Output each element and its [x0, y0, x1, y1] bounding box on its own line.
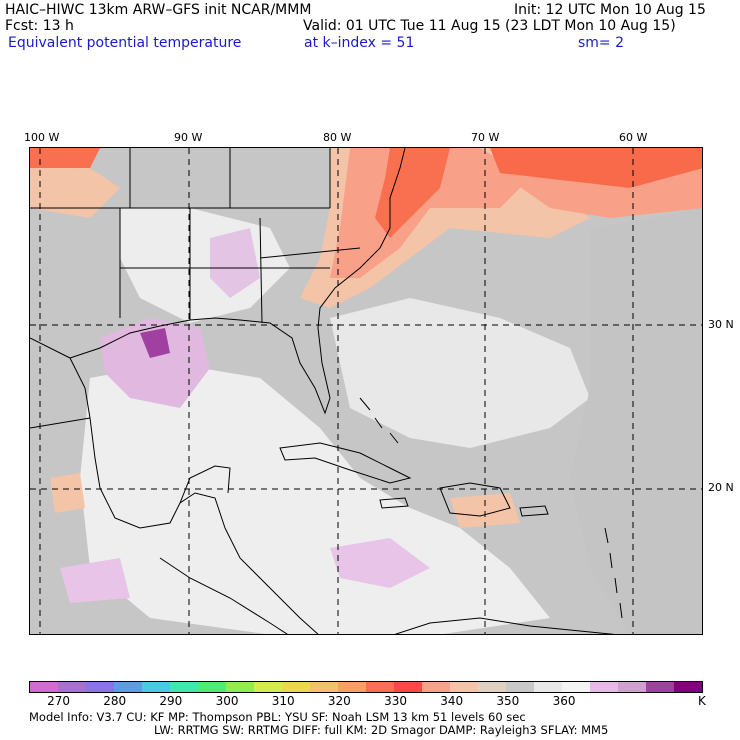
theta-e-330-nw — [30, 148, 100, 168]
theta-e-low-gulf — [100, 318, 210, 408]
theta-e-360-atlantic — [330, 298, 590, 448]
colorbar-tick-label: 350 — [496, 694, 520, 708]
theta-e-335-band — [330, 148, 530, 278]
colorbar-swatch — [562, 682, 590, 692]
latlon-grid — [30, 148, 702, 634]
colorbar-tick-label: 360 — [552, 694, 576, 708]
theta-e-warm-mexico — [50, 473, 85, 513]
colorbar-swatch — [674, 682, 702, 692]
theta-e-low-caribbean — [330, 538, 430, 588]
theta-e-360-north — [120, 208, 290, 323]
colorbar-swatch — [310, 682, 338, 692]
theta-e-350-east — [570, 208, 702, 634]
colorbar-tick-label: 310 — [271, 694, 295, 708]
colorbar-tick-label: 270 — [47, 694, 70, 708]
map-canvas — [30, 148, 702, 634]
colorbar-swatch — [114, 682, 142, 692]
colorbar-swatch — [338, 682, 366, 692]
colorbar-swatch — [534, 682, 562, 692]
colorbar — [29, 681, 703, 693]
colorbar-swatch — [646, 682, 674, 692]
colorbar-swatch — [422, 682, 450, 692]
init-time: Init: 12 UTC Mon 10 Aug 15 — [514, 2, 706, 18]
theta-e-lowest-gulf — [140, 328, 170, 358]
theta-e-360-region — [80, 363, 550, 634]
colorbar-swatch — [394, 682, 422, 692]
coastlines — [30, 148, 623, 634]
field-name: Equivalent potential temperature — [8, 35, 242, 51]
colorbar-unit: K — [698, 694, 706, 708]
colorbar-swatch — [142, 682, 170, 692]
lon-label-70w: 70 W — [471, 131, 500, 144]
level-index: at k–index = 51 — [304, 35, 415, 51]
colorbar-swatch — [506, 682, 534, 692]
model-title: HAIC–HIWC 13km ARW–GFS init NCAR/MMM — [5, 2, 312, 18]
forecast-hour: Fcst: 13 h — [5, 18, 74, 34]
theta-e-340-nw — [30, 168, 120, 218]
colorbar-tick-label: 280 — [103, 694, 127, 708]
theta-e-340-ne — [500, 168, 702, 218]
colorbar-swatch — [282, 682, 310, 692]
lon-label-100w: 100 W — [24, 131, 60, 144]
lat-label-30n: 30 N — [708, 318, 734, 331]
colorbar-tick-label: 290 — [159, 694, 183, 708]
colorbar-tick-label: 330 — [384, 694, 407, 708]
model-info-line2: LW: RRTMG SW: RRTMG DIFF: full KM: 2D Sm… — [154, 723, 609, 737]
lat-label-20n: 20 N — [708, 481, 734, 494]
colorbar-swatch — [30, 682, 58, 692]
colorbar-swatch — [86, 682, 114, 692]
colorbar-tick-label: 300 — [215, 694, 239, 708]
theta-e-map — [29, 147, 703, 635]
model-info-line1: Model Info: V3.7 CU: KF MP: Thompson PBL… — [29, 710, 526, 724]
colorbar-tick-label: 340 — [440, 694, 464, 708]
colorbar-swatch — [478, 682, 506, 692]
colorbar-tick-label: 320 — [327, 694, 351, 708]
theta-e-low-pacific — [60, 558, 130, 603]
colorbar-swatch — [170, 682, 198, 692]
colorbar-swatch — [590, 682, 618, 692]
colorbar-swatch — [58, 682, 86, 692]
colorbar-swatch — [366, 682, 394, 692]
colorbar-swatch — [618, 682, 646, 692]
smoothing: sm= 2 — [578, 35, 625, 51]
theta-e-warm-hispaniola — [450, 493, 520, 528]
colorbar-swatch — [254, 682, 282, 692]
colorbar-swatch — [198, 682, 226, 692]
colorbar-swatch — [450, 682, 478, 692]
theta-e-low-inland — [210, 228, 260, 298]
theta-e-330-core — [375, 148, 450, 238]
lon-label-80w: 80 W — [323, 131, 352, 144]
valid-time: Valid: 01 UTC Tue 11 Aug 15 (23 LDT Mon … — [303, 18, 676, 34]
lon-label-60w: 60 W — [619, 131, 648, 144]
colorbar-swatch — [226, 682, 254, 692]
lon-label-90w: 90 W — [174, 131, 203, 144]
